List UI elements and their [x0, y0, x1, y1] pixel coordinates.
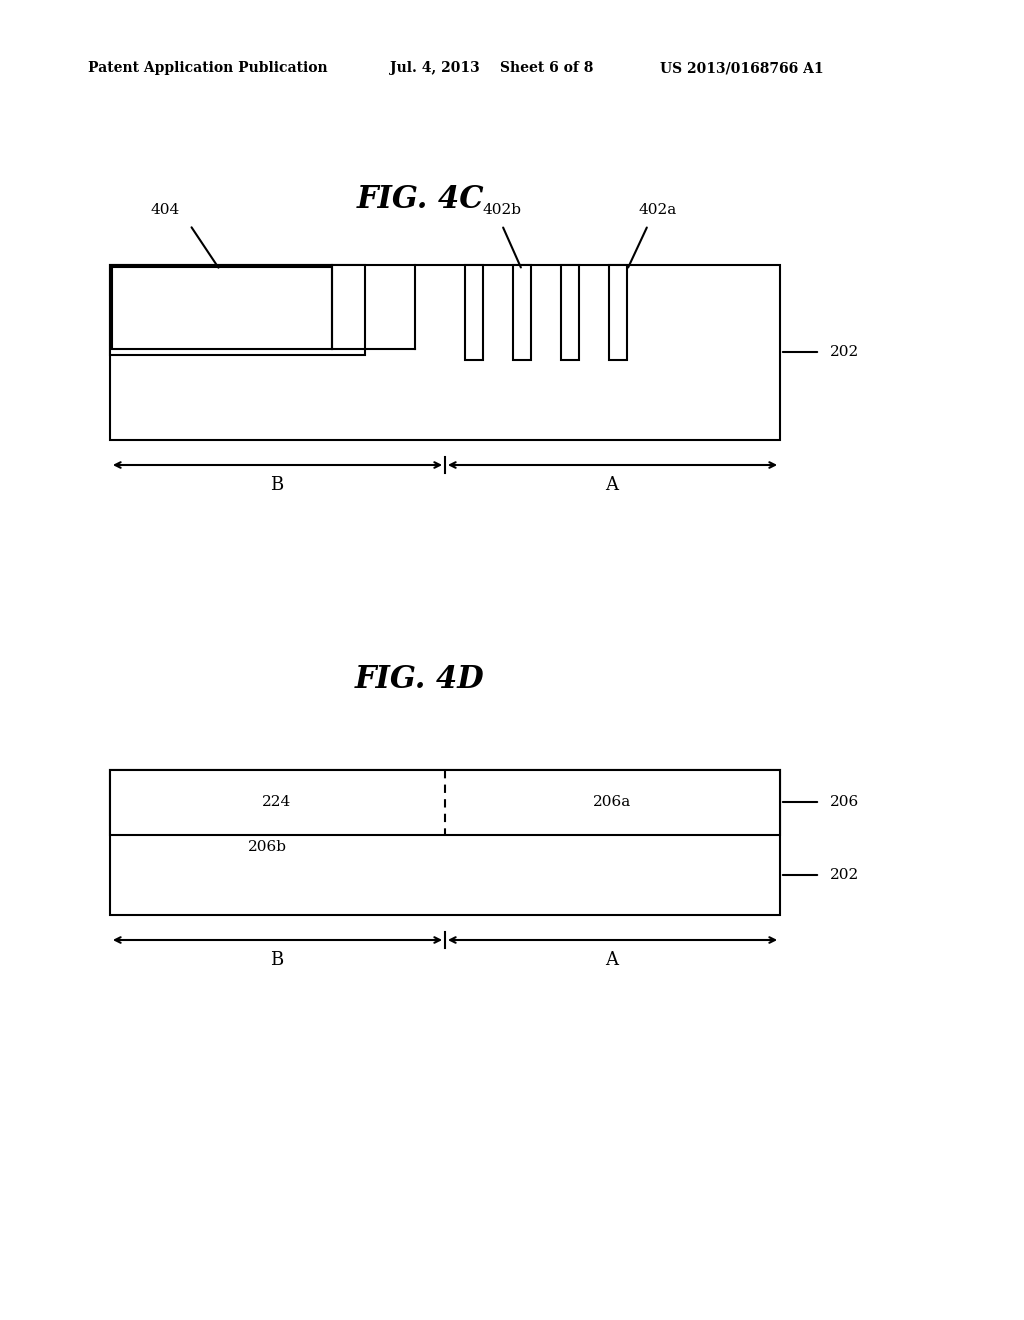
Text: 224: 224 [262, 795, 292, 809]
Text: 202: 202 [830, 869, 859, 882]
Text: 402a: 402a [639, 203, 677, 216]
Bar [609, 265, 627, 360]
Text: Patent Application Publication: Patent Application Publication [88, 61, 328, 75]
Bar [110, 770, 780, 836]
Text: 206b: 206b [248, 840, 287, 854]
Bar [110, 265, 780, 440]
Text: A: A [605, 477, 618, 494]
Bar [110, 770, 780, 915]
Text: FIG. 4C: FIG. 4C [356, 185, 483, 215]
Text: 206a: 206a [593, 795, 631, 809]
Text: 404: 404 [151, 203, 179, 216]
Text: FIG. 4D: FIG. 4D [355, 664, 485, 696]
Text: A: A [605, 950, 618, 969]
Text: 206: 206 [830, 795, 859, 809]
Text: B: B [270, 950, 284, 969]
Bar [513, 265, 531, 360]
Text: 202: 202 [830, 345, 859, 359]
Bar [110, 265, 365, 355]
Bar [465, 265, 483, 360]
Bar [112, 267, 332, 348]
Text: 402b: 402b [482, 203, 521, 216]
Text: US 2013/0168766 A1: US 2013/0168766 A1 [660, 61, 823, 75]
Text: Jul. 4, 2013: Jul. 4, 2013 [390, 61, 480, 75]
Bar [561, 265, 579, 360]
Text: B: B [270, 477, 284, 494]
Text: Sheet 6 of 8: Sheet 6 of 8 [500, 61, 593, 75]
